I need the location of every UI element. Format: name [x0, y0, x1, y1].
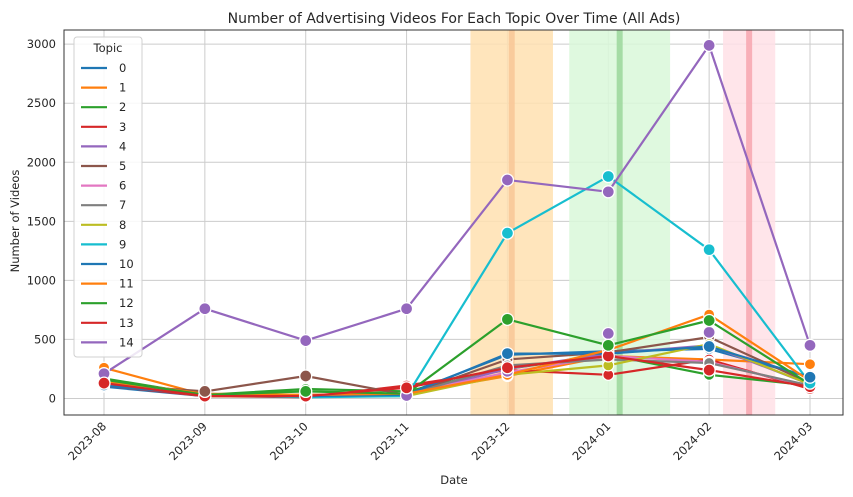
data-point-12 [500, 312, 515, 326]
data-point-14 [803, 338, 817, 352]
x-tick-label: 2023-09 [166, 419, 210, 463]
legend-title: Topic [93, 41, 123, 55]
legend-label-3: 3 [119, 120, 126, 134]
data-point-0 [702, 339, 716, 354]
legend-label-2: 2 [119, 100, 126, 114]
legend-label-11: 11 [119, 277, 134, 291]
x-tick-label: 2023-08 [65, 419, 109, 463]
data-point-14 [299, 333, 313, 348]
y-tick-label: 2000 [27, 155, 56, 169]
legend-label-7: 7 [119, 198, 126, 212]
shaded-region-center [616, 30, 623, 415]
legend-label-5: 5 [119, 159, 126, 173]
y-tick-label: 0 [49, 391, 56, 405]
data-point-5 [198, 384, 212, 399]
data-point-0 [803, 370, 817, 384]
series-line-12 [103, 318, 811, 396]
series-line-13 [103, 354, 811, 398]
data-point-0 [500, 346, 515, 361]
legend-label-13: 13 [119, 316, 134, 330]
data-point-13 [702, 363, 716, 377]
legend-label-8: 8 [119, 218, 126, 232]
shaded-region-center [508, 30, 515, 415]
legend-label-1: 1 [119, 81, 126, 95]
x-tick-label: 2023-12 [469, 419, 513, 463]
legend-label-0: 0 [119, 61, 126, 75]
legend-label-12: 12 [119, 296, 134, 310]
x-tick-label: 2024-02 [670, 419, 714, 463]
data-point-4 [601, 326, 615, 341]
y-tick-label: 2500 [27, 96, 56, 110]
x-axis-label: Date [440, 473, 468, 487]
data-point-14 [399, 302, 414, 316]
x-tick-label: 2024-03 [771, 419, 815, 463]
data-point-14 [702, 38, 716, 53]
data-point-9 [601, 169, 615, 184]
shaded-region-center [746, 30, 753, 415]
data-point-9 [702, 243, 716, 257]
data-point-13 [399, 381, 414, 395]
x-tick-label: 2023-10 [267, 419, 311, 463]
legend-label-6: 6 [119, 179, 126, 193]
data-point-4 [702, 325, 716, 339]
legend-label-4: 4 [119, 139, 126, 153]
data-point-12 [601, 338, 615, 352]
y-axis-label: Number of Videos [8, 170, 22, 273]
x-tick-label: 2023-11 [368, 419, 412, 463]
legend-label-10: 10 [119, 257, 134, 271]
data-point-14 [198, 302, 212, 316]
y-tick-label: 1000 [27, 273, 56, 287]
legend-box [73, 36, 143, 358]
y-tick-label: 1500 [27, 214, 56, 228]
x-tick-label: 2024-01 [570, 419, 614, 463]
data-point-14 [500, 173, 515, 187]
data-point-5 [299, 369, 313, 383]
data-point-14 [601, 185, 615, 199]
chart-title: Number of Advertising Videos For Each To… [228, 11, 681, 27]
data-point-13 [97, 376, 111, 390]
legend-label-9: 9 [119, 237, 126, 251]
series-line-14 [103, 44, 812, 375]
y-tick-label: 500 [34, 332, 56, 346]
plot-frame [63, 29, 844, 416]
data-point-2 [299, 384, 313, 399]
legend-label-14: 14 [119, 335, 134, 349]
y-tick-label: 3000 [27, 37, 56, 51]
data-point-9 [500, 226, 515, 240]
data-point-13 [500, 361, 515, 375]
data-point-12 [702, 313, 716, 328]
data-point-1 [803, 358, 817, 371]
